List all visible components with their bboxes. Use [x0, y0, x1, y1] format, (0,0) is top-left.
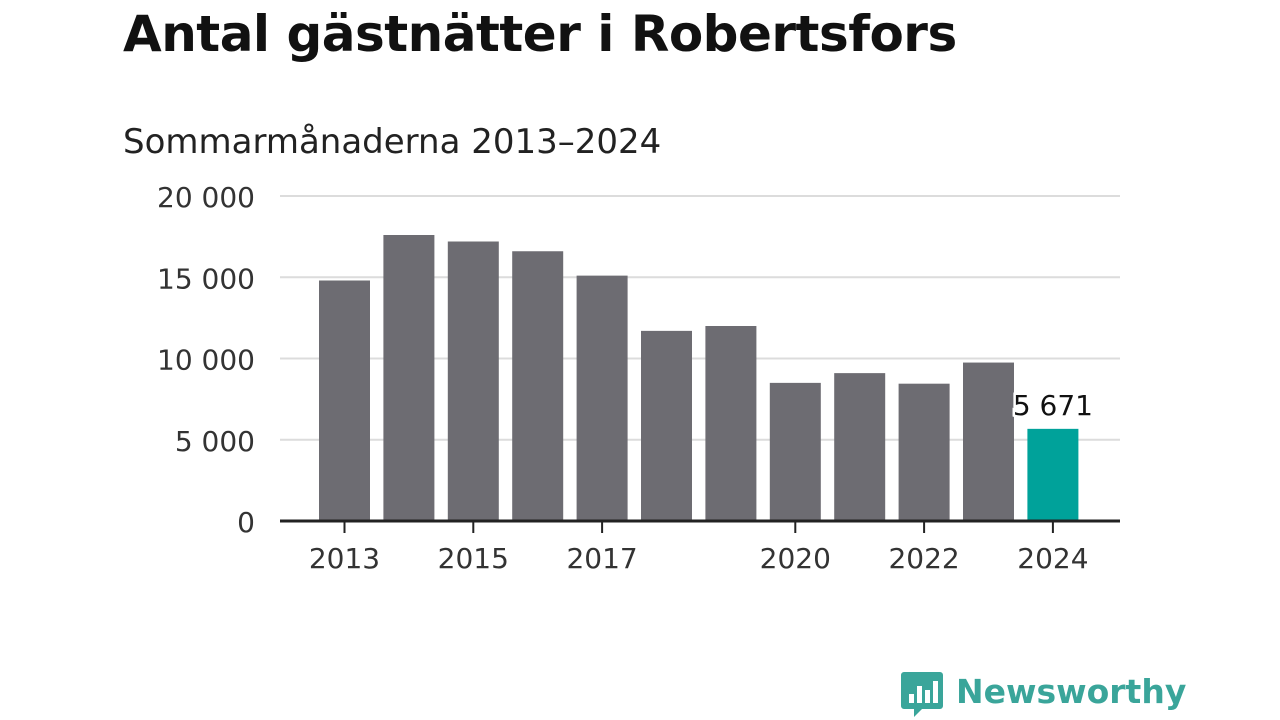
- x-tick-label: 2024: [1017, 542, 1088, 575]
- x-tick-label: 2022: [888, 542, 959, 575]
- x-tick-label: 2020: [760, 542, 831, 575]
- bar: [963, 362, 1014, 521]
- bar-chart-speech-bubble-icon: [901, 672, 943, 717]
- bar: [834, 373, 886, 521]
- y-tick-label: 15 000: [157, 262, 255, 295]
- brand-name: Newsworthy: [956, 672, 1187, 711]
- bar: [447, 241, 499, 521]
- y-tick-label: 0: [237, 506, 255, 539]
- bar: [898, 383, 950, 521]
- bar: [383, 235, 435, 521]
- y-tick-label: 10 000: [157, 344, 255, 377]
- chart-subtitle: Sommarmånaderna 2013–2024: [123, 122, 662, 162]
- bar: [705, 326, 757, 521]
- data-label: 5 671: [1013, 389, 1093, 422]
- bar: [319, 280, 370, 521]
- bar: [576, 275, 628, 521]
- newsworthy-logo: Newsworthy: [900, 670, 1186, 718]
- x-tick-label: 2013: [309, 542, 380, 575]
- x-tick-label: 2015: [438, 542, 509, 575]
- bar: [641, 330, 692, 521]
- bar: [769, 382, 821, 521]
- chart-title: Antal gästnätter i Robertsfors: [123, 5, 957, 63]
- x-tick-label: 2017: [566, 542, 637, 575]
- bar: [512, 251, 564, 521]
- y-tick-label: 5 000: [175, 425, 255, 458]
- y-tick-label: 20 000: [157, 181, 255, 214]
- bar: [1027, 428, 1079, 521]
